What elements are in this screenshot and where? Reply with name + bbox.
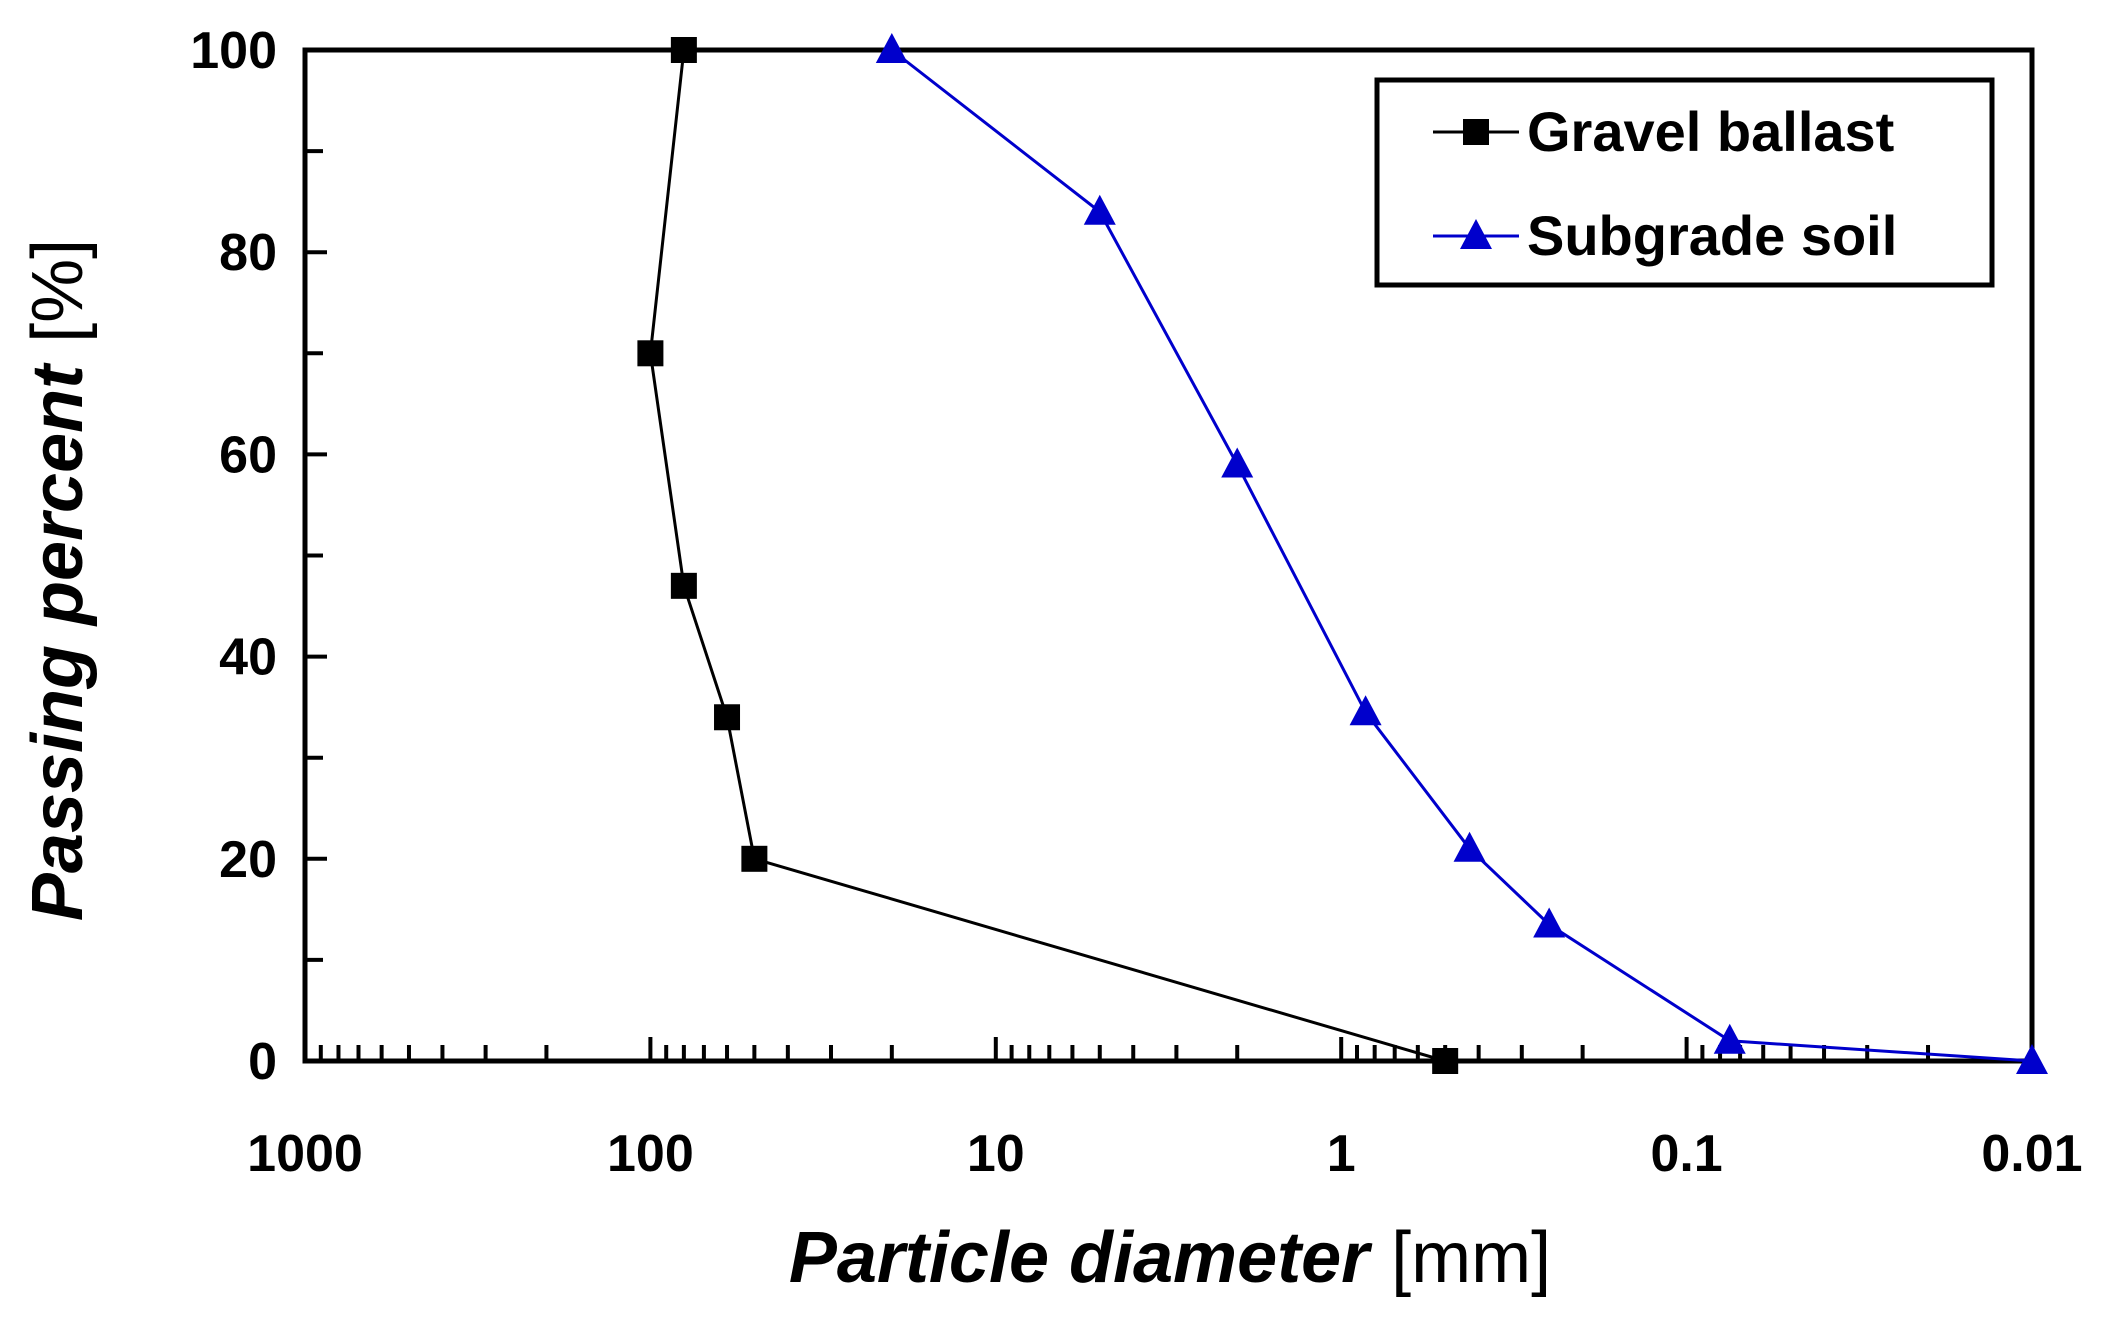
- data-point-1: [1453, 831, 1486, 862]
- x-tick-label: 0.01: [1981, 1125, 2082, 1183]
- data-point-0: [637, 340, 664, 367]
- legend: Gravel ballast Subgrade soil: [1374, 77, 1995, 288]
- legend-triangle-marker-icon: [1460, 219, 1492, 249]
- x-axis-title-unit: [mm]: [1391, 1218, 1551, 1298]
- y-axis-title-main: Passing percent: [18, 362, 98, 921]
- legend-label: Subgrade soil: [1527, 204, 1897, 267]
- legend-label: Gravel ballast: [1527, 100, 1894, 163]
- series-group: [637, 33, 2048, 1074]
- data-point-1: [1221, 447, 1254, 478]
- legend-square-marker-icon: [1463, 119, 1489, 145]
- x-axis-title: Particle diameter [mm]: [789, 1218, 1551, 1298]
- series-line-1: [890, 48, 2033, 1063]
- data-point-1: [875, 33, 908, 63]
- data-point-0: [714, 704, 741, 731]
- data-point-1: [2016, 1044, 2048, 1074]
- x-tick-label: 100: [607, 1125, 694, 1183]
- data-point-1: [1533, 907, 1566, 938]
- data-point-1: [1713, 1023, 1746, 1054]
- data-point-0: [670, 37, 697, 63]
- x-tick-label: 0.1: [1650, 1125, 1722, 1183]
- data-point-0: [1432, 1048, 1459, 1074]
- y-tick-label: 40: [219, 629, 277, 687]
- y-tick-label: 60: [219, 426, 277, 484]
- x-axis-title-main: Particle diameter: [789, 1218, 1373, 1298]
- axes-group: 0 20 40 60 80 100 1000 100 10 1 0.1 0.01: [190, 22, 2082, 1183]
- y-axis-title: Passing percent [%]: [18, 239, 98, 921]
- x-tick-label: 10: [967, 1125, 1025, 1183]
- y-axis-title-unit: [%]: [18, 239, 98, 343]
- x-tick-label: 1000: [247, 1125, 363, 1183]
- y-tick-label: 0: [248, 1033, 277, 1091]
- x-tick-label: 1: [1327, 1125, 1356, 1183]
- legend-box: [1374, 77, 1995, 288]
- data-point-1: [1083, 194, 1116, 225]
- y-tick-label: 20: [219, 831, 277, 889]
- data-point-1: [1349, 695, 1382, 726]
- data-point-0: [741, 845, 768, 872]
- data-point-0: [670, 572, 697, 599]
- y-tick-label: 80: [219, 224, 277, 282]
- y-tick-label: 100: [190, 22, 277, 80]
- series-line-0: [648, 49, 1446, 1063]
